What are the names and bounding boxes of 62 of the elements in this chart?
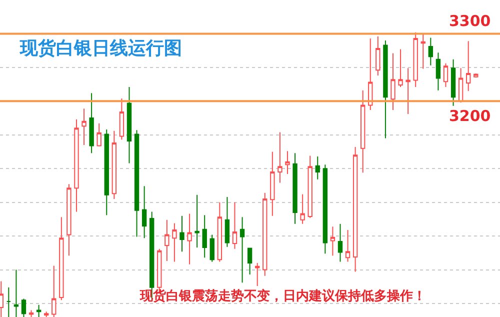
candlestick [406, 68, 410, 114]
candlestick [458, 68, 464, 104]
candlestick [194, 194, 200, 248]
candlestick [308, 155, 312, 218]
candlestick [66, 184, 72, 256]
ref-line-label: 3300 [449, 12, 491, 30]
candlestick [134, 130, 140, 238]
candlestick [240, 216, 245, 284]
candlestick [278, 132, 282, 184]
candlestick [466, 40, 471, 92]
candlestick [126, 86, 132, 164]
candlestick [338, 223, 343, 262]
candlestick [376, 36, 380, 76]
candlestick [300, 194, 305, 224]
candlestick [6, 286, 12, 317]
candlestick [202, 214, 207, 258]
candlestick [436, 52, 441, 91]
candlestick [352, 146, 358, 272]
candlestick [180, 215, 184, 252]
candlestick [21, 298, 26, 317]
candlestick [474, 73, 478, 78]
candlestick [398, 48, 403, 88]
candlestick [164, 219, 170, 262]
candlestick [74, 118, 79, 212]
candlestick [142, 186, 147, 239]
candlestick [255, 262, 260, 286]
candlestick [420, 33, 426, 70]
candlestick [89, 92, 94, 154]
candlestick [285, 150, 290, 175]
candlestick [217, 202, 222, 262]
candlestick [210, 234, 214, 262]
candlestick [187, 213, 192, 265]
candlestick [322, 164, 328, 254]
candlestick [36, 304, 42, 317]
candlestick [232, 202, 238, 250]
annotation: 现货白银震荡走势不变，日内建议保持低多操作！ [139, 288, 426, 304]
candlestick [270, 151, 275, 216]
candlestick [14, 269, 19, 317]
candlestick [315, 156, 320, 180]
candlestick [345, 229, 350, 262]
candlestick [443, 62, 448, 88]
candlestick [112, 130, 117, 200]
candlestick [383, 40, 388, 139]
candlestick [96, 122, 102, 147]
candlestick [428, 37, 434, 66]
candlestick [59, 216, 64, 301]
candlestick [262, 192, 268, 276]
candlestick [119, 98, 124, 140]
candlestick [292, 152, 298, 224]
candlestick [390, 52, 396, 110]
ref-line-label: 3200 [449, 107, 491, 125]
candlestick [224, 196, 230, 248]
candlestick [82, 108, 86, 146]
candlestick [413, 32, 418, 88]
candlestick [330, 226, 336, 256]
candlestick [247, 248, 252, 276]
candlestick [172, 222, 177, 262]
candlestick [450, 58, 456, 106]
candlestick [104, 129, 109, 216]
text: 现货白银日线运行图 [19, 38, 182, 59]
candlestick [368, 38, 373, 110]
candlestick [360, 90, 366, 174]
